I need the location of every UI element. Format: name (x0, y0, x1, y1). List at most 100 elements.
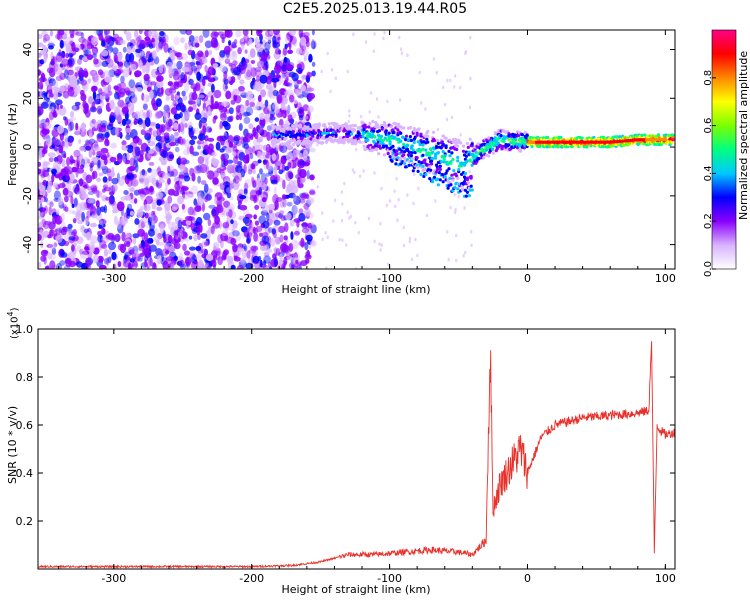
noise-cell (470, 229, 473, 234)
noise-cell (120, 75, 125, 84)
noise-cell (373, 239, 376, 244)
noise-cell (469, 35, 472, 40)
signal-cell (318, 123, 322, 127)
signal-cell (402, 126, 406, 130)
signal-cell (407, 163, 411, 167)
noise-cell (364, 40, 368, 44)
noise-cell (348, 109, 351, 113)
noise-cell (197, 249, 204, 254)
signal-cell (408, 126, 412, 130)
noise-cell (298, 198, 306, 204)
noise-cell (117, 114, 122, 125)
signal-cell (286, 124, 290, 128)
signal-cell (482, 156, 486, 160)
signal-cell (305, 133, 309, 138)
noise-cell (86, 158, 90, 164)
noise-cell (51, 247, 57, 255)
noise-cell (65, 47, 70, 53)
noise-cell (321, 237, 324, 242)
signal-cell (456, 187, 460, 191)
noise-cell (48, 100, 53, 110)
noise-cell (55, 262, 63, 269)
signal-cell (307, 139, 311, 143)
noise-cell (358, 174, 362, 179)
signal-cell (384, 129, 388, 133)
noise-cell (225, 147, 233, 154)
noise-cell (183, 111, 191, 119)
noise-cell (49, 114, 53, 123)
noise-cell (308, 245, 312, 249)
noise-cell (273, 106, 280, 114)
noise-cell (108, 199, 116, 206)
noise-cell (188, 235, 193, 240)
noise-cell (100, 100, 104, 108)
noise-cell (49, 260, 56, 269)
noise-cell (38, 52, 42, 58)
noise-cell (98, 88, 103, 94)
noise-cell (38, 184, 45, 192)
noise-cell (88, 133, 93, 139)
noise-cell (193, 198, 198, 206)
noise-cell (238, 123, 243, 131)
noise-cell (290, 35, 297, 45)
noise-cell (194, 205, 202, 212)
noise-cell (397, 197, 400, 202)
noise-cell (203, 183, 209, 193)
noise-cell (139, 178, 145, 183)
noise-cell (133, 159, 139, 169)
noise-cell (296, 79, 302, 85)
signal-cell (449, 161, 453, 165)
noise-cell (311, 61, 316, 67)
noise-cell (235, 114, 240, 121)
noise-cell (264, 99, 269, 108)
noise-cell (291, 72, 299, 82)
noise-cell (250, 67, 257, 78)
noise-cell (454, 207, 457, 212)
noise-cell (95, 200, 100, 208)
noise-cell (191, 65, 198, 72)
noise-cell (320, 69, 323, 74)
noise-cell (105, 93, 110, 103)
noise-cell (266, 212, 270, 222)
noise-cell (239, 79, 245, 85)
noise-cell (38, 221, 43, 229)
noise-cell (92, 46, 98, 55)
noise-cell (132, 236, 137, 245)
noise-cell (200, 233, 208, 239)
snr-multiplier-base: (x10 (9, 316, 21, 339)
noise-cell (213, 115, 218, 120)
noise-cell (191, 228, 198, 234)
noise-cell (224, 122, 231, 131)
noise-cell (311, 222, 314, 226)
noise-cell (242, 60, 248, 69)
noise-cell (176, 55, 184, 60)
noise-cell (143, 204, 151, 212)
noise-cell (66, 157, 71, 167)
noise-cell (126, 31, 132, 41)
signal-cell (640, 133, 644, 137)
noise-cell (145, 68, 150, 74)
signal-cell (386, 151, 390, 156)
noise-cell (252, 105, 260, 110)
signal-cell (419, 132, 423, 136)
noise-cell (109, 101, 116, 111)
noise-cell (38, 233, 42, 242)
noise-cell (105, 38, 112, 43)
noise-cell (115, 72, 120, 78)
noise-cell (133, 120, 138, 125)
noise-cell (151, 135, 157, 145)
noise-cell (308, 92, 315, 100)
noise-cell (149, 238, 154, 244)
noise-cell (101, 227, 106, 235)
noise-cell (187, 100, 196, 105)
noise-cell (282, 179, 286, 190)
noise-cell (127, 91, 136, 99)
signal-cell (382, 153, 386, 157)
signal-cell (424, 148, 428, 152)
signal-cell (412, 140, 416, 145)
noise-cell (231, 44, 238, 49)
noise-cell (82, 156, 89, 164)
noise-cell (240, 37, 245, 43)
signal-cell (410, 144, 414, 148)
noise-cell (260, 129, 268, 138)
